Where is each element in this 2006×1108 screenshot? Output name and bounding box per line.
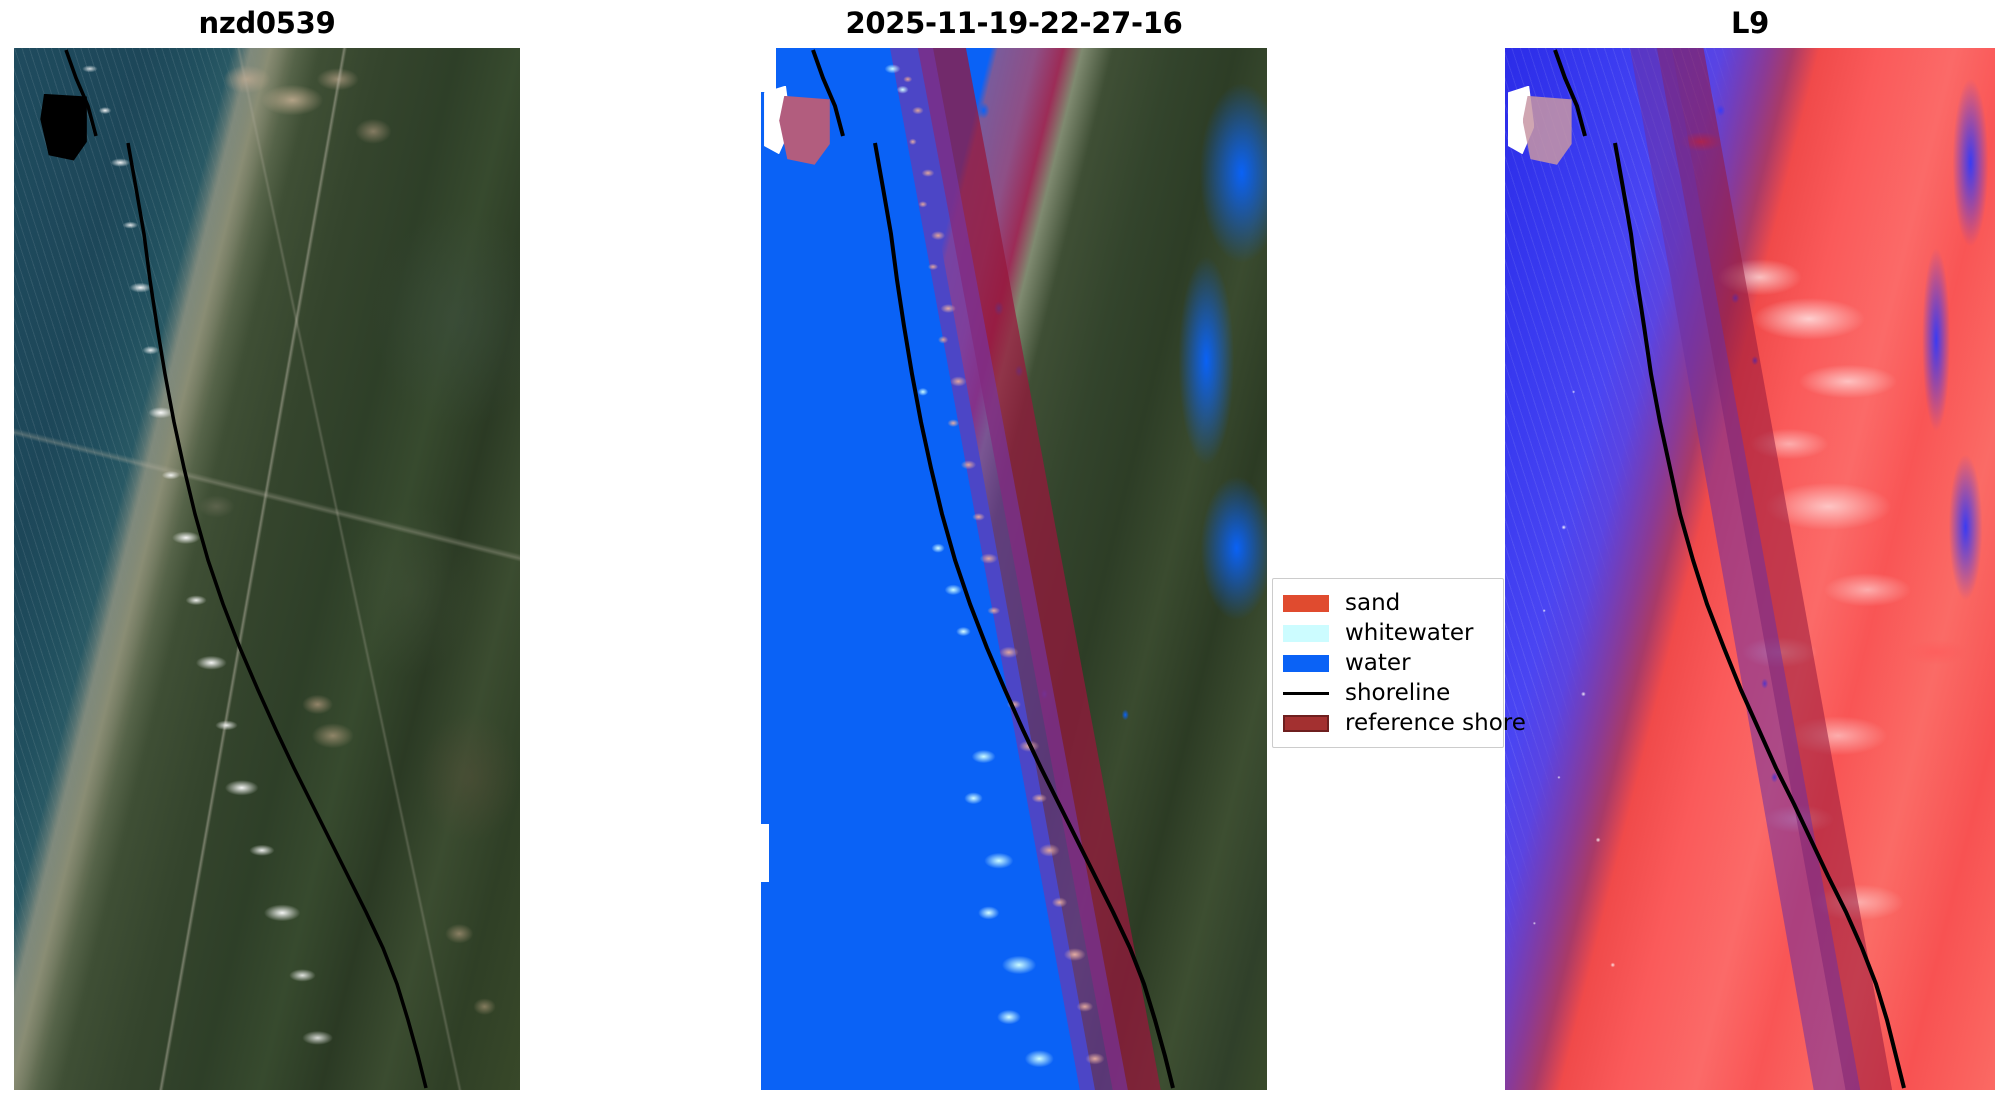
legend-item-reference-shoreline: reference shore: [1283, 708, 1526, 738]
legend-swatch-sand: [1283, 594, 1329, 612]
panel-rgb-image[interactable]: [14, 48, 520, 1090]
legend-item-water: water: [1283, 648, 1491, 678]
nodata-strip: [761, 824, 770, 882]
panel-index-image[interactable]: [1505, 48, 1995, 1090]
panel-title-rgb: nzd0539: [198, 6, 336, 40]
legend-swatch-reference-shoreline: [1283, 714, 1329, 732]
legend-item-sand: sand: [1283, 588, 1491, 618]
legend-swatch-whitewater: [1283, 624, 1329, 642]
legend-label-reference-shoreline: reference shore: [1345, 710, 1526, 736]
panel-classified-image[interactable]: [761, 48, 1267, 1090]
surf-whitewater-layer: [14, 48, 520, 1090]
legend-label-water: water: [1345, 650, 1411, 676]
legend-label-shoreline: shoreline: [1345, 680, 1451, 706]
legend-item-whitewater: whitewater: [1283, 618, 1491, 648]
legend-swatch-shoreline: [1283, 691, 1329, 695]
whitewater-class-layer: [761, 48, 1267, 1090]
nodata-strip-top: [761, 48, 777, 92]
panel-title-classified: 2025-11-19-22-27-16: [845, 6, 1183, 40]
legend-swatch-water: [1283, 654, 1329, 672]
legend-label-whitewater: whitewater: [1345, 620, 1474, 646]
legend: sand whitewater water shoreline referenc…: [1272, 578, 1526, 748]
legend-label-sand: sand: [1345, 590, 1401, 616]
legend-item-shoreline: shoreline: [1283, 678, 1491, 708]
panel-title-index: L9: [1730, 6, 1770, 40]
